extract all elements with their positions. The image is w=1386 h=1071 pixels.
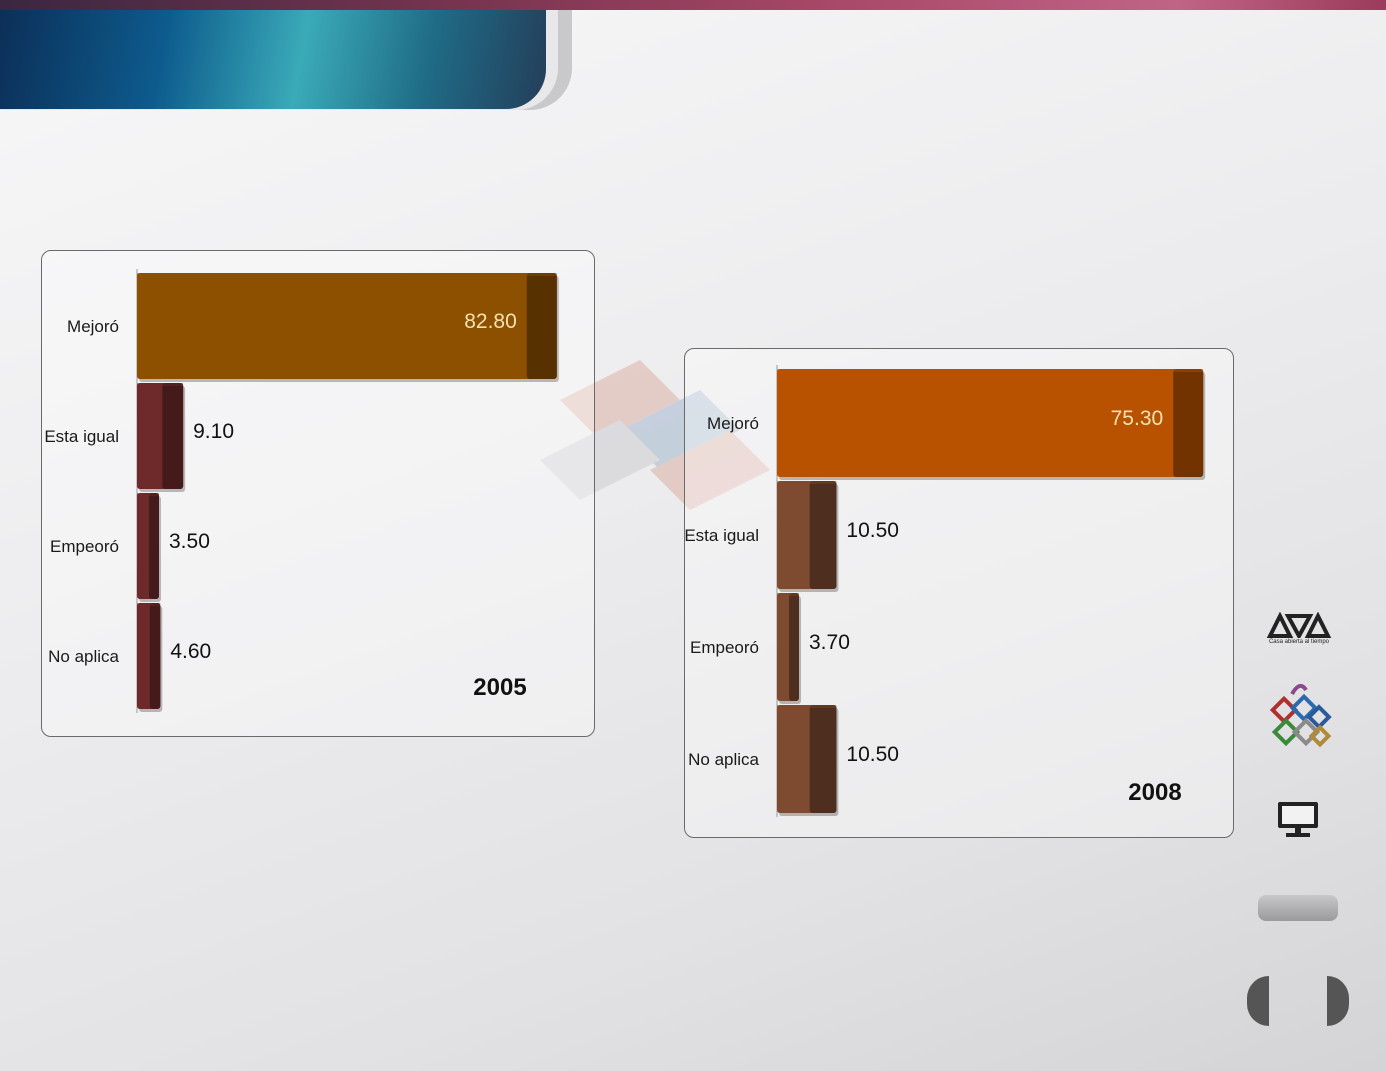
chart-2005-bar-2: [137, 493, 161, 602]
menu-button[interactable]: [1258, 895, 1338, 921]
chart-2005-category-label-3: No aplica: [48, 647, 119, 666]
top-accent-bar: [0, 0, 1386, 10]
chart-panel-2005: Mejoró 82.80 Esta igual 9.10 Empeoró 3.50 No a…: [41, 250, 595, 737]
title-band: [0, 10, 546, 109]
chart-panel-2008: Mejoró 75.30 Esta igual 10.50 Empeoró 3.70 No …: [684, 348, 1234, 838]
chart-2008-bar-1: [777, 481, 839, 592]
chart-2005-bar-0: [137, 273, 559, 382]
chart-2008-title: 2008: [1128, 779, 1181, 806]
chart-2005-value-label-2: 3.50: [169, 530, 210, 553]
chart-2005-category-label-0: Mejoró: [67, 317, 119, 336]
chart-2005-value-label-3: 4.60: [170, 640, 211, 663]
puzzle-icon[interactable]: [1270, 680, 1336, 750]
uam-logo[interactable]: Casa abierta al tiempo: [1262, 612, 1336, 652]
background-watermark: [540, 360, 770, 510]
chart-2008-bar-2: [777, 593, 801, 704]
chart-2005-bar-1: [137, 383, 186, 492]
uam-logo-icon: [1266, 612, 1332, 638]
chart-2005-value-label-1: 9.10: [193, 420, 234, 443]
chart-2005-category-label-1: Esta igual: [44, 427, 119, 446]
chart-2005-category-label-2: Empeoró: [50, 537, 119, 556]
chart-2008-category-label-0: Mejoró: [707, 414, 759, 433]
bar-chart-2008: Mejoró 75.30 Esta igual 10.50 Empeoró 3.70 No …: [685, 365, 1206, 817]
chart-2005-bar-3: [137, 603, 163, 712]
chart-2008-category-label-1: Esta igual: [685, 526, 759, 545]
chart-2008-value-label-2: 3.70: [809, 631, 850, 654]
chart-2008-bar-0: [777, 369, 1206, 480]
chart-2008-category-label-2: Empeoró: [690, 638, 759, 657]
chart-2008-category-label-3: No aplica: [688, 750, 759, 769]
bar-chart-2005: Mejoró 82.80 Esta igual 9.10 Empeoró 3.50 No a…: [44, 269, 559, 713]
chart-2008-value-label-3: 10.50: [846, 743, 899, 766]
prev-slide-button[interactable]: [1247, 976, 1269, 1026]
chart-2005-value-label-0: 82.80: [464, 310, 517, 333]
chart-2005-title: 2005: [473, 674, 526, 701]
chart-2008-value-label-0: 75.30: [1111, 407, 1164, 430]
next-slide-button[interactable]: [1327, 976, 1349, 1026]
monitor-icon[interactable]: [1276, 800, 1320, 838]
chart-2008-bar-3: [777, 705, 839, 816]
uam-logo-text: Casa abierta al tiempo: [1268, 639, 1330, 645]
chart-2008-value-label-1: 10.50: [846, 519, 899, 542]
